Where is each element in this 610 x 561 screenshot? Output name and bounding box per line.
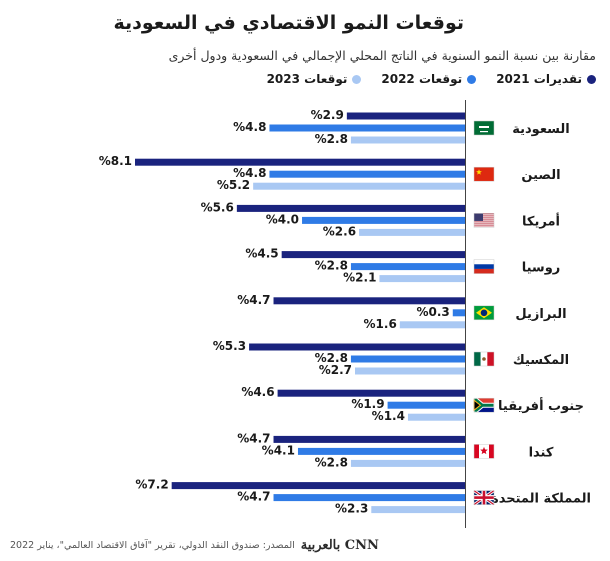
bar-2021 bbox=[236, 204, 465, 212]
data-label-2022: %4.1 bbox=[262, 443, 295, 457]
bar-2022 bbox=[273, 494, 465, 502]
country-label: البرازيل bbox=[515, 307, 566, 322]
russia-flag-icon bbox=[473, 259, 495, 274]
data-label-2021: %8.1 bbox=[99, 154, 132, 168]
country-label: المملكة المتحدة bbox=[491, 492, 591, 507]
country-label: السعودية bbox=[512, 122, 570, 137]
chart-subtitle: مقارنة بين نسبة النمو السنوية في الناتج … bbox=[168, 48, 596, 63]
bar-2023 bbox=[407, 413, 465, 421]
data-label-2023: %2.1 bbox=[343, 271, 376, 285]
legend-swatch-2022 bbox=[467, 74, 477, 84]
data-label-2021: %7.2 bbox=[135, 478, 168, 492]
bar-2022 bbox=[387, 401, 465, 409]
canada-flag-icon bbox=[473, 444, 495, 459]
data-label-2022: %4.8 bbox=[233, 120, 266, 134]
data-label-2023: %5.2 bbox=[217, 178, 250, 192]
bar-2021 bbox=[135, 158, 466, 166]
bar-2022 bbox=[452, 309, 465, 317]
data-label-2023: %1.6 bbox=[364, 317, 397, 331]
data-label-2021: %2.9 bbox=[311, 108, 344, 122]
bar-2021 bbox=[273, 435, 465, 443]
data-label-2023: %2.6 bbox=[323, 224, 356, 238]
bar-2022 bbox=[269, 124, 465, 132]
brazil-flag-icon bbox=[473, 305, 495, 321]
data-label-2021: %4.5 bbox=[245, 247, 278, 261]
mexico-flag-icon bbox=[473, 351, 495, 367]
data-label-2022: %4.0 bbox=[266, 212, 299, 226]
usa-flag-icon bbox=[473, 213, 495, 228]
bar-2022 bbox=[350, 355, 465, 363]
china-flag-icon bbox=[473, 166, 495, 182]
data-label-2021: %4.7 bbox=[237, 293, 270, 307]
data-label-2022: %0.3 bbox=[416, 305, 449, 319]
legend-label-2021: تقديرات 2021 bbox=[496, 72, 582, 86]
bar-2021 bbox=[171, 482, 465, 490]
country-label: أمريكا bbox=[522, 212, 560, 229]
data-label-2023: %2.3 bbox=[335, 502, 368, 516]
legend-item-2022: توقعات 2022 bbox=[381, 72, 477, 86]
chart-legend: تقديرات 2021 توقعات 2022 توقعات 2023 bbox=[267, 72, 596, 86]
legend-label-2022: توقعات 2022 bbox=[381, 72, 463, 86]
data-label-2022: %1.9 bbox=[351, 397, 384, 411]
data-label-2021: %5.6 bbox=[201, 200, 234, 214]
bar-2023 bbox=[359, 228, 465, 236]
data-label-2023: %1.4 bbox=[372, 409, 405, 423]
bar-2023 bbox=[253, 182, 465, 190]
uk-flag-icon bbox=[473, 489, 495, 506]
bar-2022 bbox=[297, 447, 465, 455]
country-label: كندا bbox=[529, 445, 554, 460]
data-label-2022: %4.8 bbox=[233, 166, 266, 180]
bar-2023 bbox=[399, 321, 465, 329]
bar-2023 bbox=[350, 459, 465, 467]
saudi-flag-icon bbox=[473, 120, 495, 136]
data-label-2023: %2.8 bbox=[315, 132, 348, 146]
legend-swatch-2023 bbox=[352, 74, 362, 84]
bar-2023 bbox=[371, 506, 465, 514]
bar-2021 bbox=[277, 389, 465, 397]
country-label: المكسيك bbox=[513, 353, 569, 368]
bar-2022 bbox=[302, 216, 465, 224]
bar-2021 bbox=[273, 297, 465, 305]
footer: CNN بالعربية المصدر: صندوق النقد الدولي،… bbox=[10, 538, 379, 553]
cnn-arabic-logo: CNN بالعربية bbox=[300, 538, 379, 553]
country-label: جنوب أفريقيا bbox=[498, 397, 584, 414]
data-label-2022: %2.8 bbox=[315, 259, 348, 273]
country-label: روسيا bbox=[522, 261, 561, 276]
data-label-2023: %2.7 bbox=[319, 363, 352, 377]
data-label-2021: %5.3 bbox=[213, 339, 246, 353]
bar-2021 bbox=[281, 251, 465, 259]
bar-2021 bbox=[346, 112, 465, 120]
data-label-2023: %2.8 bbox=[315, 455, 348, 469]
country-label: الصين bbox=[521, 168, 560, 183]
legend-item-2021: تقديرات 2021 bbox=[496, 72, 596, 86]
legend-swatch-2021 bbox=[587, 74, 596, 84]
legend-item-2023: توقعات 2023 bbox=[267, 72, 362, 86]
south-africa-flag-icon bbox=[473, 397, 495, 413]
data-label-2021: %4.7 bbox=[237, 431, 270, 445]
data-label-2022: %2.8 bbox=[315, 351, 348, 365]
bar-2022 bbox=[269, 170, 465, 178]
bar-2021 bbox=[249, 343, 465, 351]
data-label-2022: %4.7 bbox=[237, 490, 270, 504]
legend-label-2023: توقعات 2023 bbox=[266, 72, 348, 86]
bar-2023 bbox=[350, 136, 465, 144]
bar-2023 bbox=[379, 275, 465, 283]
bar-2023 bbox=[355, 367, 465, 375]
bar-2022 bbox=[350, 263, 465, 271]
data-label-2021: %4.6 bbox=[241, 385, 274, 399]
source-note: المصدر: صندوق النقد الدولي، تقرير "آفاق … bbox=[10, 540, 295, 551]
chart-title: توقعات النمو الاقتصادي في السعودية bbox=[113, 12, 464, 34]
